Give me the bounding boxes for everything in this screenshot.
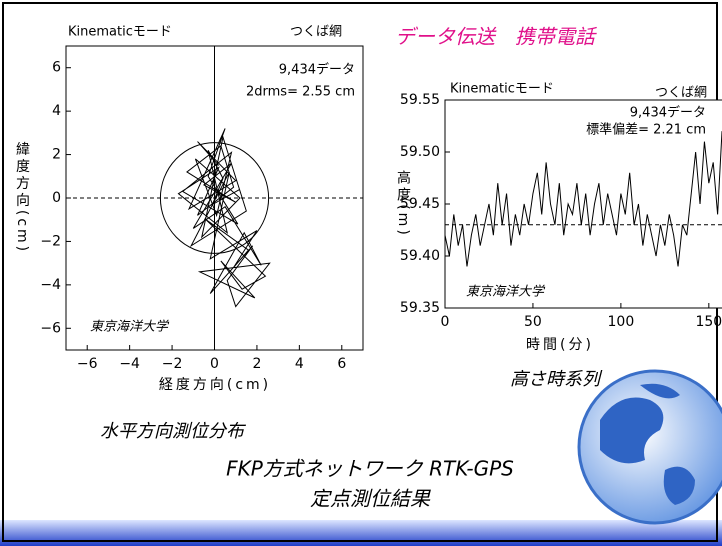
footer-bar (0, 520, 722, 546)
x-tick-label: 100 (608, 314, 635, 330)
y-tick-label: −2 (40, 233, 61, 249)
annotation: 2drms= 2.55 cm (246, 85, 355, 100)
y-tick-label: −6 (40, 320, 61, 336)
x-tick-label: 4 (295, 356, 304, 372)
x-tick-label: 6 (337, 356, 346, 372)
annotation: Kinematicモード (68, 25, 172, 40)
y-tick-label: −4 (40, 277, 61, 293)
y-tick-label: 4 (52, 103, 61, 119)
x-tick-label: 150 (695, 314, 722, 330)
annotation: 東京海洋大学 (90, 319, 170, 335)
x-tick-label: 2 (252, 356, 261, 372)
globe (579, 371, 722, 523)
annotation: Kinematicモード (450, 82, 554, 97)
x-axis-label: 時間(分) (526, 337, 594, 353)
x-tick-label: 50 (524, 314, 542, 330)
x-tick-label: 0 (441, 314, 450, 330)
annotation: 9,434データ (279, 62, 355, 78)
annotation: 標準偏差= 2.21 cm (586, 122, 706, 138)
y-tick-label: 59.50 (400, 144, 440, 160)
annotation: つくば網 (290, 25, 342, 40)
slide-header: データ伝送 携帯電話 (395, 25, 598, 49)
slide-title: FKP方式ネットワーク RTK-GPS (226, 457, 514, 481)
x-tick-label: −2 (162, 356, 183, 372)
annotation: 9,434データ (630, 105, 706, 121)
slide: データ伝送 携帯電話 水平方向測位分布 高さ時系列 FKP方式ネットワーク RT… (0, 0, 722, 546)
slide-title: 定点測位結果 (310, 487, 431, 511)
y-axis-label: 高度(m) (395, 170, 411, 238)
caption: 水平方向測位分布 (100, 421, 247, 442)
caption: 高さ時系列 (510, 369, 603, 390)
y-tick-label: 6 (52, 60, 61, 76)
y-tick-label: 59.40 (400, 248, 440, 264)
y-tick-label: 59.35 (400, 300, 440, 316)
x-tick-label: 0 (210, 356, 219, 372)
x-tick-label: −4 (119, 356, 140, 372)
x-axis-label: 経度方向(cm) (159, 377, 271, 393)
y-tick-label: 59.55 (400, 92, 440, 108)
x-tick-label: −6 (77, 356, 98, 372)
y-tick-label: 2 (52, 147, 61, 163)
annotation: つくば網 (655, 86, 707, 101)
annotation: 東京海洋大学 (466, 284, 546, 300)
y-axis-label: 緯度方向(cm) (14, 142, 30, 254)
y-tick-label: 0 (52, 190, 61, 206)
